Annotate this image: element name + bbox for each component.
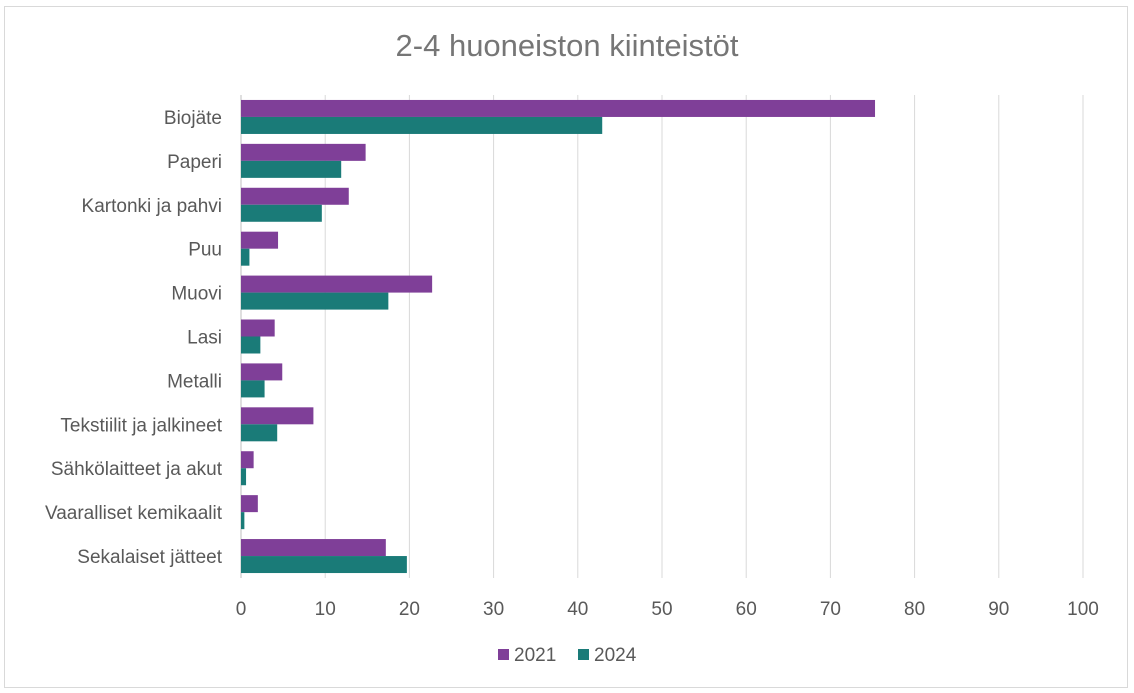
bar-2021: [241, 495, 258, 513]
bar-2024: [241, 160, 342, 178]
x-tick-label: 100: [1067, 599, 1099, 620]
category-label: Muovi: [171, 284, 222, 305]
x-tick-label: 40: [567, 599, 588, 620]
category-label: Metalli: [167, 371, 222, 392]
x-tick-label: 50: [651, 599, 672, 620]
category-label: Sekalaiset jätteet: [77, 547, 222, 568]
bar-2021: [241, 275, 433, 293]
bar-2021: [241, 99, 876, 117]
bar-2024: [241, 468, 247, 486]
x-tick-label: 30: [483, 599, 504, 620]
legend-label-2021: 2021: [514, 645, 556, 666]
bar-2021: [241, 451, 254, 469]
x-tick-labels: 0 10 20 30 40 50 60 70 80 90 100: [236, 599, 1099, 620]
bar-2021: [241, 143, 366, 161]
bar-2024: [241, 204, 322, 222]
bar-2024: [241, 292, 389, 310]
bar-2021: [241, 363, 283, 381]
x-tick-label: 10: [315, 599, 336, 620]
category-label: Tekstiilit ja jalkineet: [60, 415, 222, 436]
bar-2024: [241, 380, 265, 398]
bar-2024: [241, 512, 245, 530]
chart-title: 2-4 huoneiston kiinteistöt: [396, 28, 739, 63]
x-tick-label: 70: [820, 599, 841, 620]
bar-2024: [241, 556, 407, 574]
bar-2024: [241, 248, 250, 266]
legend-swatch-2024: [578, 649, 589, 660]
bar-2021: [241, 539, 386, 557]
category-label: Sähkölaitteet ja akut: [51, 459, 223, 480]
category-label: Puu: [188, 240, 222, 261]
category-labels: Biojäte Paperi Kartonki ja pahvi Puu Muovi La…: [45, 108, 223, 568]
bar-2021: [241, 407, 314, 425]
gridlines: [240, 95, 1084, 578]
bar-2021: [241, 187, 349, 205]
bar-2021: [241, 231, 279, 249]
x-tick-label: 90: [988, 599, 1009, 620]
bar-2024: [241, 336, 261, 354]
category-label: Kartonki ja pahvi: [82, 196, 222, 217]
category-label: Paperi: [167, 152, 222, 173]
category-label: Biojäte: [164, 108, 222, 129]
legend-label-2024: 2024: [594, 645, 637, 666]
legend-swatch-2021: [498, 649, 509, 660]
bar-2024: [241, 424, 278, 442]
category-label: Lasi: [187, 328, 222, 349]
legend: 2021 2024: [498, 645, 637, 666]
x-tick-label: 60: [736, 599, 757, 620]
x-tick-label: 20: [399, 599, 420, 620]
x-tick-label: 0: [236, 599, 247, 620]
bar-2024: [241, 116, 603, 134]
bars: [241, 99, 876, 574]
bar-2021: [241, 319, 275, 337]
x-tick-label: 80: [904, 599, 925, 620]
category-label: Vaaralliset kemikaalit: [45, 503, 223, 524]
